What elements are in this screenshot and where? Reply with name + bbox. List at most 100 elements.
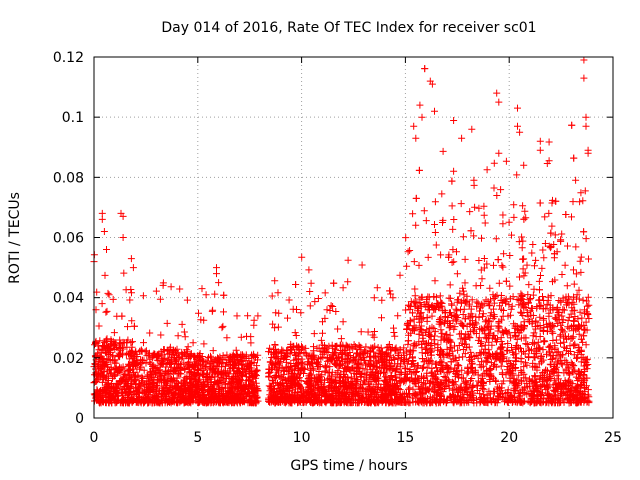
data-point bbox=[277, 390, 285, 398]
data-point bbox=[222, 384, 230, 392]
data-point bbox=[547, 229, 555, 237]
data-point bbox=[466, 394, 474, 402]
data-point bbox=[432, 364, 440, 372]
data-point bbox=[284, 346, 292, 354]
data-point bbox=[187, 368, 195, 376]
data-point bbox=[178, 355, 186, 363]
data-point bbox=[155, 387, 163, 395]
data-point bbox=[404, 248, 412, 256]
data-point bbox=[543, 392, 551, 399]
data-point bbox=[497, 387, 505, 395]
data-point bbox=[500, 377, 508, 385]
data-point bbox=[355, 341, 363, 349]
data-point bbox=[458, 339, 466, 347]
data-point bbox=[515, 390, 523, 398]
data-point bbox=[522, 340, 530, 348]
data-point bbox=[518, 348, 525, 356]
data-point bbox=[309, 360, 316, 368]
data-point bbox=[94, 393, 102, 401]
data-point bbox=[219, 322, 227, 330]
data-point bbox=[347, 378, 355, 385]
data-point bbox=[387, 373, 395, 381]
data-point bbox=[476, 307, 483, 315]
data-point bbox=[196, 350, 204, 357]
data-point bbox=[440, 397, 448, 405]
data-point bbox=[411, 285, 419, 293]
data-point bbox=[92, 353, 99, 361]
data-point bbox=[123, 338, 131, 346]
data-point bbox=[122, 378, 130, 386]
data-point bbox=[362, 343, 370, 351]
data-point bbox=[311, 298, 319, 306]
data-point bbox=[455, 353, 463, 361]
data-point bbox=[499, 370, 507, 378]
data-point bbox=[522, 304, 530, 311]
data-point bbox=[109, 295, 117, 303]
data-point bbox=[313, 373, 321, 381]
data-point bbox=[532, 256, 540, 264]
data-point bbox=[465, 332, 473, 340]
data-point bbox=[139, 375, 147, 382]
data-point bbox=[344, 343, 352, 351]
data-point bbox=[389, 397, 396, 405]
data-point bbox=[146, 380, 154, 387]
data-point bbox=[158, 377, 165, 385]
data-point bbox=[499, 263, 507, 271]
data-point bbox=[582, 341, 590, 349]
data-point bbox=[419, 390, 427, 398]
data-point bbox=[137, 346, 145, 354]
data-point bbox=[585, 255, 592, 263]
data-point bbox=[420, 358, 428, 366]
data-point bbox=[205, 353, 212, 361]
data-point bbox=[476, 361, 484, 369]
data-point bbox=[140, 339, 147, 347]
data-point bbox=[497, 316, 505, 324]
data-point bbox=[324, 375, 332, 383]
data-point bbox=[470, 399, 478, 407]
data-point bbox=[170, 398, 178, 406]
data-point bbox=[562, 388, 570, 396]
data-point bbox=[337, 378, 344, 386]
data-point bbox=[349, 364, 357, 372]
data-point bbox=[571, 366, 579, 374]
data-point bbox=[554, 385, 562, 393]
data-point bbox=[510, 394, 518, 401]
data-point bbox=[520, 397, 528, 405]
data-point bbox=[578, 380, 586, 388]
data-point bbox=[271, 341, 279, 349]
data-point bbox=[537, 353, 545, 361]
data-point bbox=[575, 295, 583, 303]
data-point bbox=[321, 314, 329, 322]
data-point bbox=[433, 395, 441, 403]
data-point bbox=[344, 256, 352, 264]
data-point bbox=[275, 382, 282, 390]
data-point bbox=[510, 201, 518, 209]
data-point bbox=[452, 370, 460, 378]
data-point bbox=[506, 282, 514, 290]
data-point bbox=[276, 398, 284, 406]
data-point bbox=[461, 279, 469, 287]
data-point bbox=[332, 395, 340, 403]
data-point bbox=[466, 334, 474, 342]
data-point bbox=[466, 392, 474, 400]
data-point bbox=[291, 379, 299, 387]
data-point bbox=[246, 390, 254, 397]
data-point bbox=[125, 374, 133, 382]
data-point bbox=[274, 368, 282, 376]
data-point bbox=[563, 282, 571, 290]
data-point bbox=[450, 258, 458, 266]
data-point bbox=[448, 177, 456, 185]
data-point bbox=[119, 343, 127, 351]
data-point bbox=[567, 386, 574, 394]
data-point bbox=[163, 398, 171, 406]
data-point bbox=[109, 374, 116, 382]
data-point bbox=[576, 308, 584, 316]
data-point bbox=[143, 387, 150, 395]
data-point bbox=[391, 332, 399, 340]
data-point bbox=[195, 388, 203, 396]
data-point bbox=[418, 340, 426, 348]
data-point bbox=[186, 360, 194, 368]
data-point bbox=[321, 383, 329, 391]
data-point bbox=[466, 208, 474, 216]
